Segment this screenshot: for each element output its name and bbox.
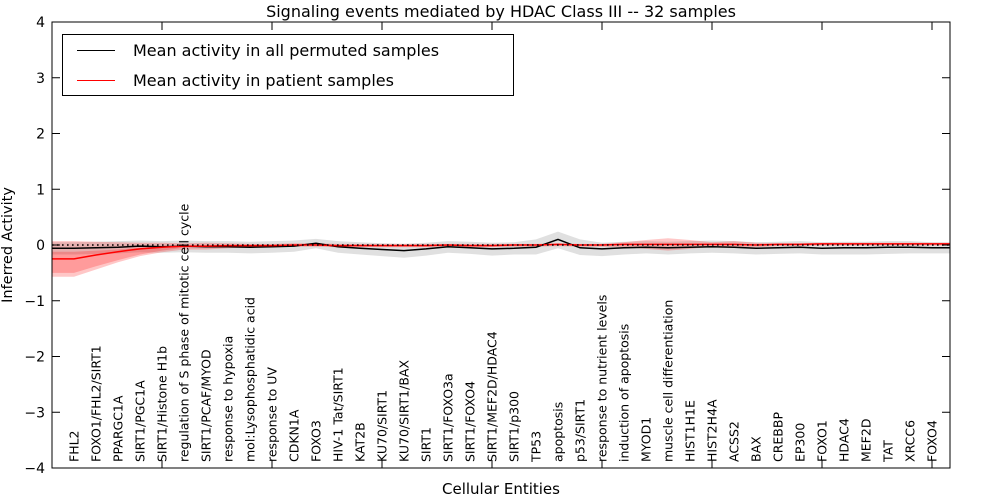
x-category-label: HIST2H4A [705,399,720,462]
x-category-label: FHL2 [67,430,82,462]
x-category-label: MYOD1 [639,417,654,462]
y-tick-label: −1 [24,294,45,310]
x-category-label: KAT2B [353,422,368,462]
y-tick-label: −2 [24,350,45,366]
x-category-label: response to UV [265,367,280,462]
legend-line-patient-icon [77,79,115,81]
x-category-label: induction of apoptosis [617,324,632,462]
x-category-label: SIRT1/p300 [507,391,522,462]
x-category-label: KU70/SIRT1/BAX [397,360,412,462]
x-category-label: regulation of S phase of mitotic cell cy… [177,203,192,462]
x-category-label: HIST1H1E [683,400,698,462]
x-category-label: PPARGC1A [111,395,126,462]
x-category-label: SIRT1/MEF2D/HDAC4 [485,331,500,462]
x-category-label: TP53 [529,431,544,463]
x-category-label: HIV-1 Tat/SIRT1 [331,367,346,462]
y-axis-label: Inferred Activity [0,187,16,303]
legend-item-permuted: Mean activity in all permuted samples [63,35,513,65]
y-tick-label: 3 [36,71,45,87]
x-category-label: FOXO3 [309,420,324,462]
legend-item-patient: Mean activity in patient samples [63,65,513,95]
x-category-label: SIRT1/FOXO3a [441,373,456,462]
chart-title: Signaling events mediated by HDAC Class … [266,2,736,21]
x-category-label: SIRT1/Histone H1b [155,346,170,462]
x-category-label: FOXO1 [815,420,830,462]
x-category-label: SIRT1/PCAF/MYOD [199,349,214,462]
x-category-label: apoptosis [551,402,566,462]
x-category-label: MEF2D [859,419,874,462]
y-tick-label: 0 [36,238,45,254]
legend: Mean activity in all permuted samples Me… [62,34,514,96]
y-tick-label: 2 [36,127,45,143]
x-category-label: SIRT1/PGC1A [133,380,148,462]
x-category-label: p53/SIRT1 [573,399,588,462]
x-category-label: TAT [881,440,896,463]
legend-label-permuted: Mean activity in all permuted samples [133,40,440,60]
x-category-label: KU70/SIRT1 [375,390,390,462]
legend-label-patient: Mean activity in patient samples [133,70,394,90]
x-category-label: EP300 [793,423,808,462]
x-category-label: SIRT1/FOXO4 [463,381,478,462]
x-axis-label: Cellular Entities [442,480,560,498]
y-tick-label: 4 [36,15,45,31]
x-category-label: CREBBP [771,412,786,462]
x-category-label: ACSS2 [727,421,742,462]
x-category-label: response to hypoxia [221,336,236,462]
y-tick-label: 1 [36,182,45,198]
x-category-label: BAX [749,436,764,462]
y-tick-label: −3 [24,405,45,421]
x-category-label: SIRT1 [419,427,434,462]
x-category-label: HDAC4 [837,418,852,462]
x-category-label: XRCC6 [903,420,918,462]
x-category-label: mol:Lysophosphatidic acid [243,297,258,462]
x-category-label: response to nutrient levels [595,295,610,462]
legend-line-permuted-icon [77,49,115,51]
x-category-label: muscle cell differentiation [661,300,676,462]
x-category-label: FOXO1/FHL2/SIRT1 [89,345,104,462]
x-category-label: FOXO4 [925,420,940,462]
y-tick-label: −4 [24,461,45,477]
x-category-label: CDKN1A [287,409,302,462]
